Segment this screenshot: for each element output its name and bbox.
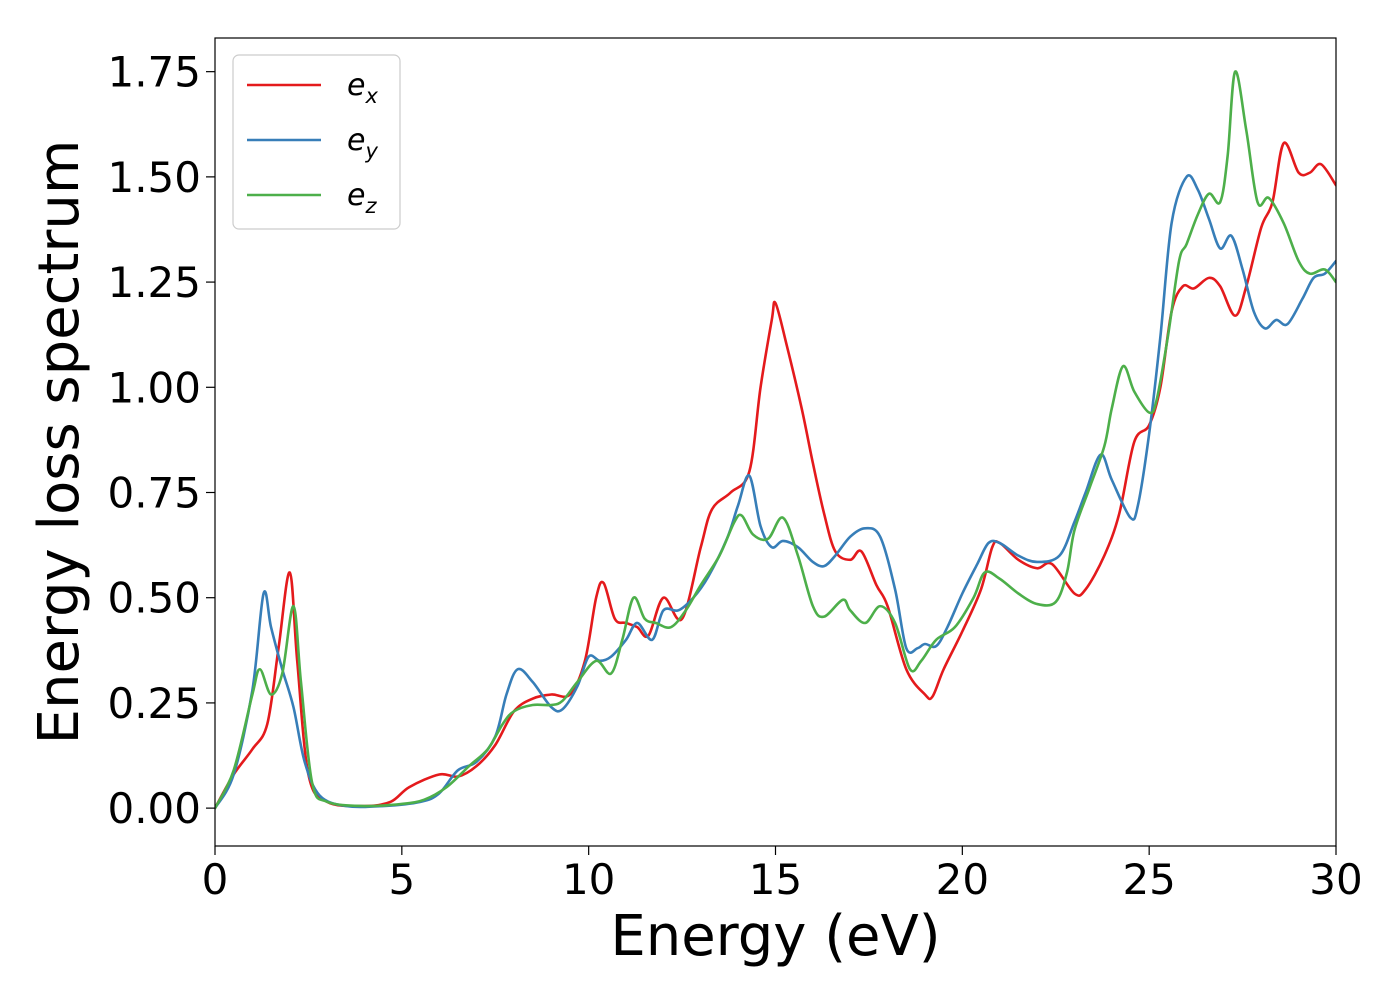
x-tick-label: 25	[1122, 855, 1175, 904]
y-axis-title: Energy loss spectrum	[27, 140, 92, 745]
series-line-ez	[215, 70, 1336, 810]
y-tick-label: 0.25	[107, 679, 201, 728]
legend-label-ex: ex	[347, 68, 378, 108]
x-axis: 0 5 10 15 20 25 30	[202, 846, 1363, 904]
y-tick-label: 1.00	[107, 363, 201, 412]
x-tick-label: 5	[388, 855, 415, 904]
y-axis: 0.00 0.25 0.50 0.75 1.00 1.25 1.50 1.75	[107, 48, 215, 833]
y-tick-label: 0.50	[107, 574, 201, 623]
y-tick-label: 1.75	[107, 48, 201, 97]
x-tick-label: 30	[1309, 855, 1362, 904]
x-tick-label: 15	[749, 855, 802, 904]
y-tick-label: 1.25	[107, 258, 201, 307]
x-tick-label: 0	[202, 855, 229, 904]
series-layer	[215, 70, 1336, 810]
legend-box	[232, 54, 401, 230]
y-tick-label: 0.00	[107, 784, 201, 833]
x-tick-label: 10	[562, 855, 615, 904]
x-axis-title: Energy (eV)	[610, 904, 940, 969]
legend-label-ey: ey	[347, 123, 378, 163]
x-tick-label: 20	[936, 855, 989, 904]
series-line-ey	[215, 174, 1336, 810]
y-tick-label: 1.50	[107, 153, 201, 202]
y-tick-label: 0.75	[107, 469, 201, 518]
